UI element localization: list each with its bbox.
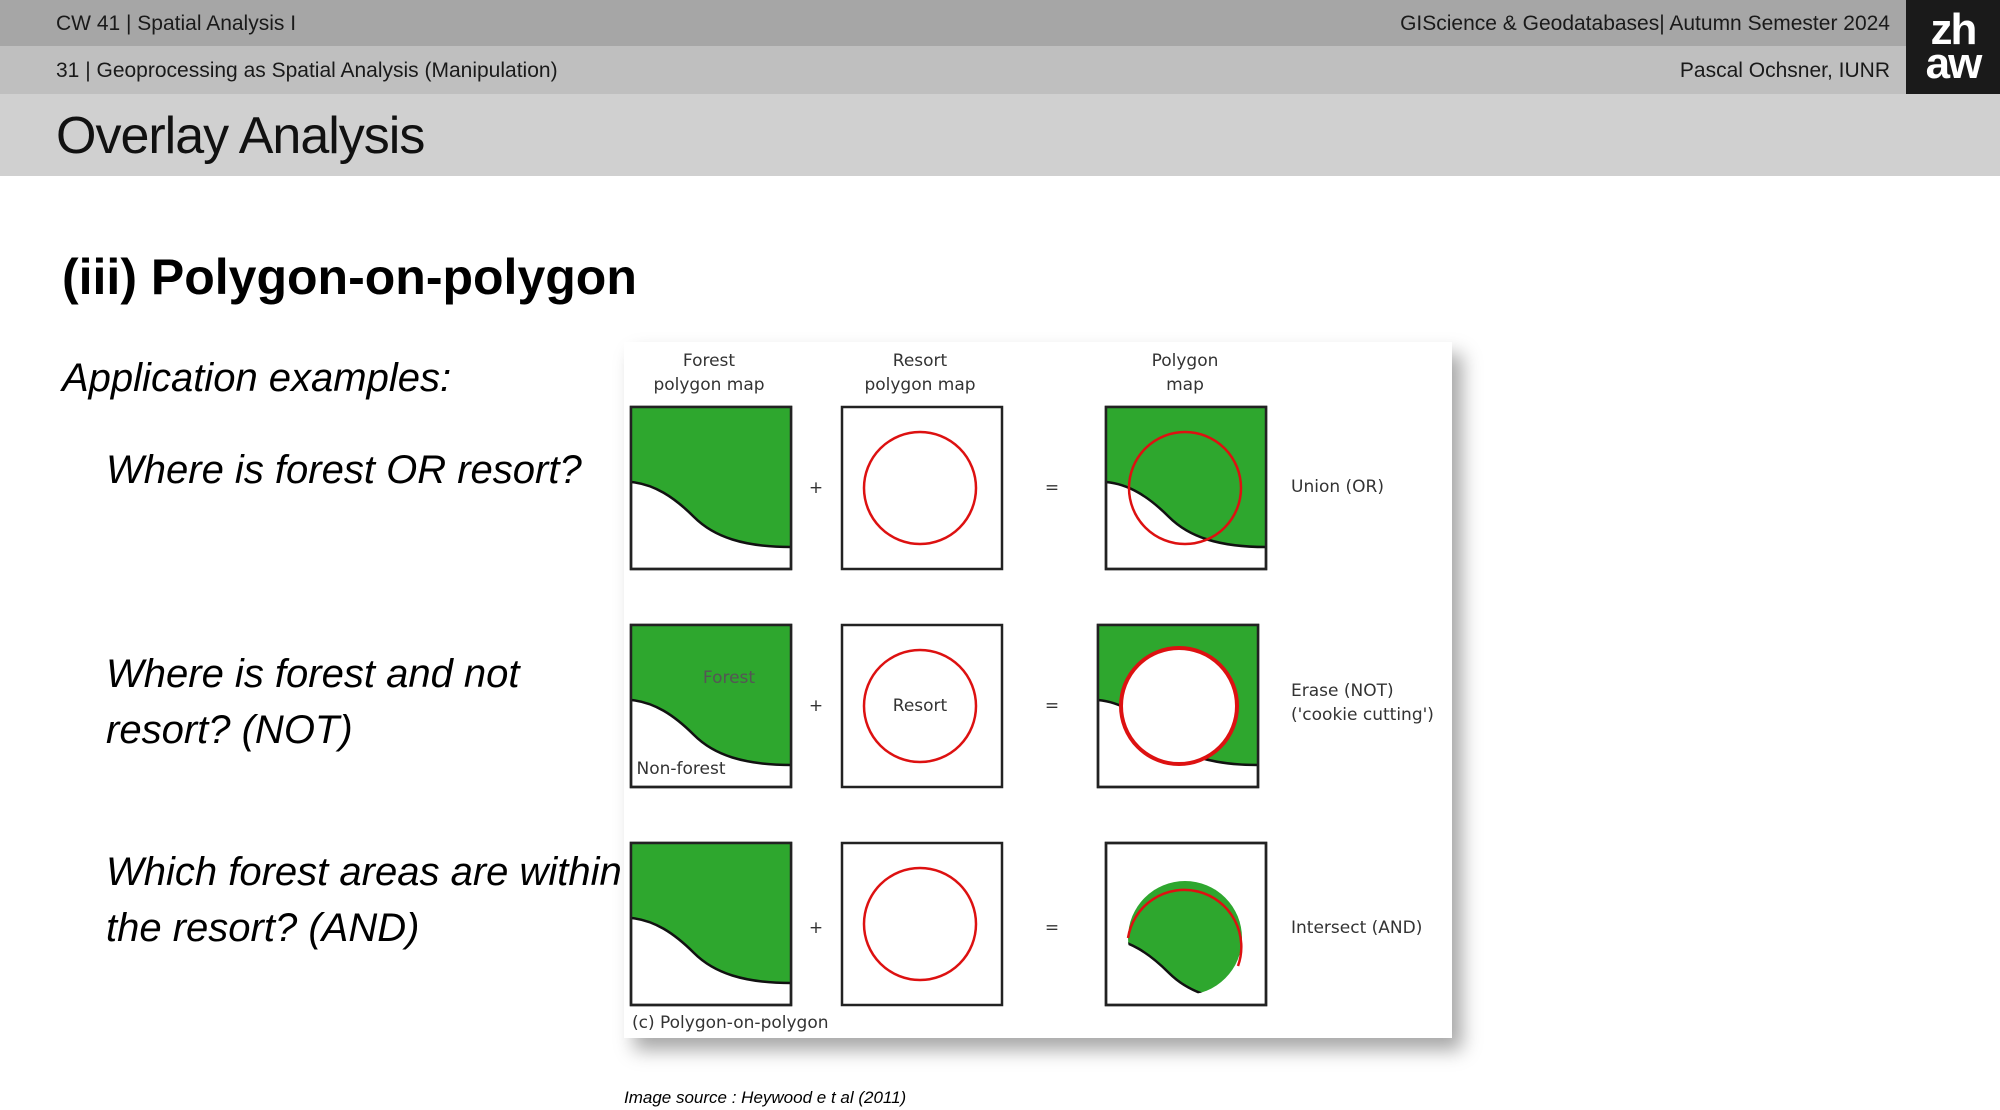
example-or: Where is forest OR resort? xyxy=(106,448,582,492)
equals-sign: = xyxy=(1045,696,1059,716)
col2-header-line1: Resort xyxy=(893,351,948,371)
slide-reference: 31 | Geoprocessing as Spatial Analysis (… xyxy=(56,59,558,82)
overlay-figure: Forest polygon map Resort polygon map Po… xyxy=(624,342,1452,1038)
author: Pascal Ochsner, IUNR xyxy=(1679,59,1890,82)
course-title: GIScience & Geodatabases| Autumn Semeste… xyxy=(1400,12,1890,35)
col3-header-line2: map xyxy=(1166,375,1204,395)
figure-caption: (c) Polygon-on-polygon xyxy=(632,1013,829,1033)
equals-sign: = xyxy=(1045,918,1059,938)
row3-label: Intersect (AND) xyxy=(1291,918,1422,938)
union-result xyxy=(1127,430,1243,546)
resort-polygon xyxy=(862,866,978,982)
section-title: (iii) Polygon-on-polygon xyxy=(62,249,637,305)
application-heading: Application examples: xyxy=(62,356,452,400)
example-and: Which forest areas are within the resort… xyxy=(106,850,622,950)
equals-sign: = xyxy=(1045,478,1059,498)
resort-polygon xyxy=(862,430,978,546)
overlay-diagram: Forest polygon map Resort polygon map Po… xyxy=(629,351,1434,1033)
logo-line-2: aw xyxy=(1925,39,1983,88)
row1-label: Union (OR) xyxy=(1291,477,1384,497)
row2-label-line2: ('cookie cutting') xyxy=(1291,705,1434,725)
col2-header-line2: polygon map xyxy=(864,375,975,395)
col3-header-line1: Polygon xyxy=(1152,351,1219,371)
row2-label-line1: Erase (NOT) xyxy=(1291,681,1394,701)
resort-label: Resort xyxy=(893,696,948,716)
row-intersect: + = Intersect (AND) xyxy=(629,841,1422,1007)
col1-header-line2: polygon map xyxy=(653,375,764,395)
title-bar xyxy=(0,94,2000,176)
logo-line-1: zh xyxy=(1930,4,1978,54)
plus-sign: + xyxy=(809,696,823,716)
header-top-bar xyxy=(0,0,1906,46)
forest-label: Forest xyxy=(703,668,756,688)
col1-header-line1: Forest xyxy=(683,351,736,371)
row-union: + = Union (OR) xyxy=(629,405,1384,571)
course-week: CW 41 | Spatial Analysis I xyxy=(56,12,297,35)
resort-polygon xyxy=(862,648,978,764)
zhaw-logo: zh aw xyxy=(1906,0,2000,94)
plus-sign: + xyxy=(809,918,823,938)
plus-sign: + xyxy=(809,478,823,498)
erase-result xyxy=(1119,646,1239,766)
example-not: Where is forest and not resort? (NOT) xyxy=(106,652,520,752)
row-erase: Forest Non-forest + Resort = Erase (NOT)… xyxy=(629,623,1434,789)
header-sub-bar xyxy=(0,46,1906,94)
nonforest-label: Non-forest xyxy=(636,759,725,779)
slide-title: Overlay Analysis xyxy=(56,107,425,165)
image-source: Image source : Heywood e t al (2011) xyxy=(624,1088,907,1107)
forest-polygon xyxy=(631,407,791,547)
